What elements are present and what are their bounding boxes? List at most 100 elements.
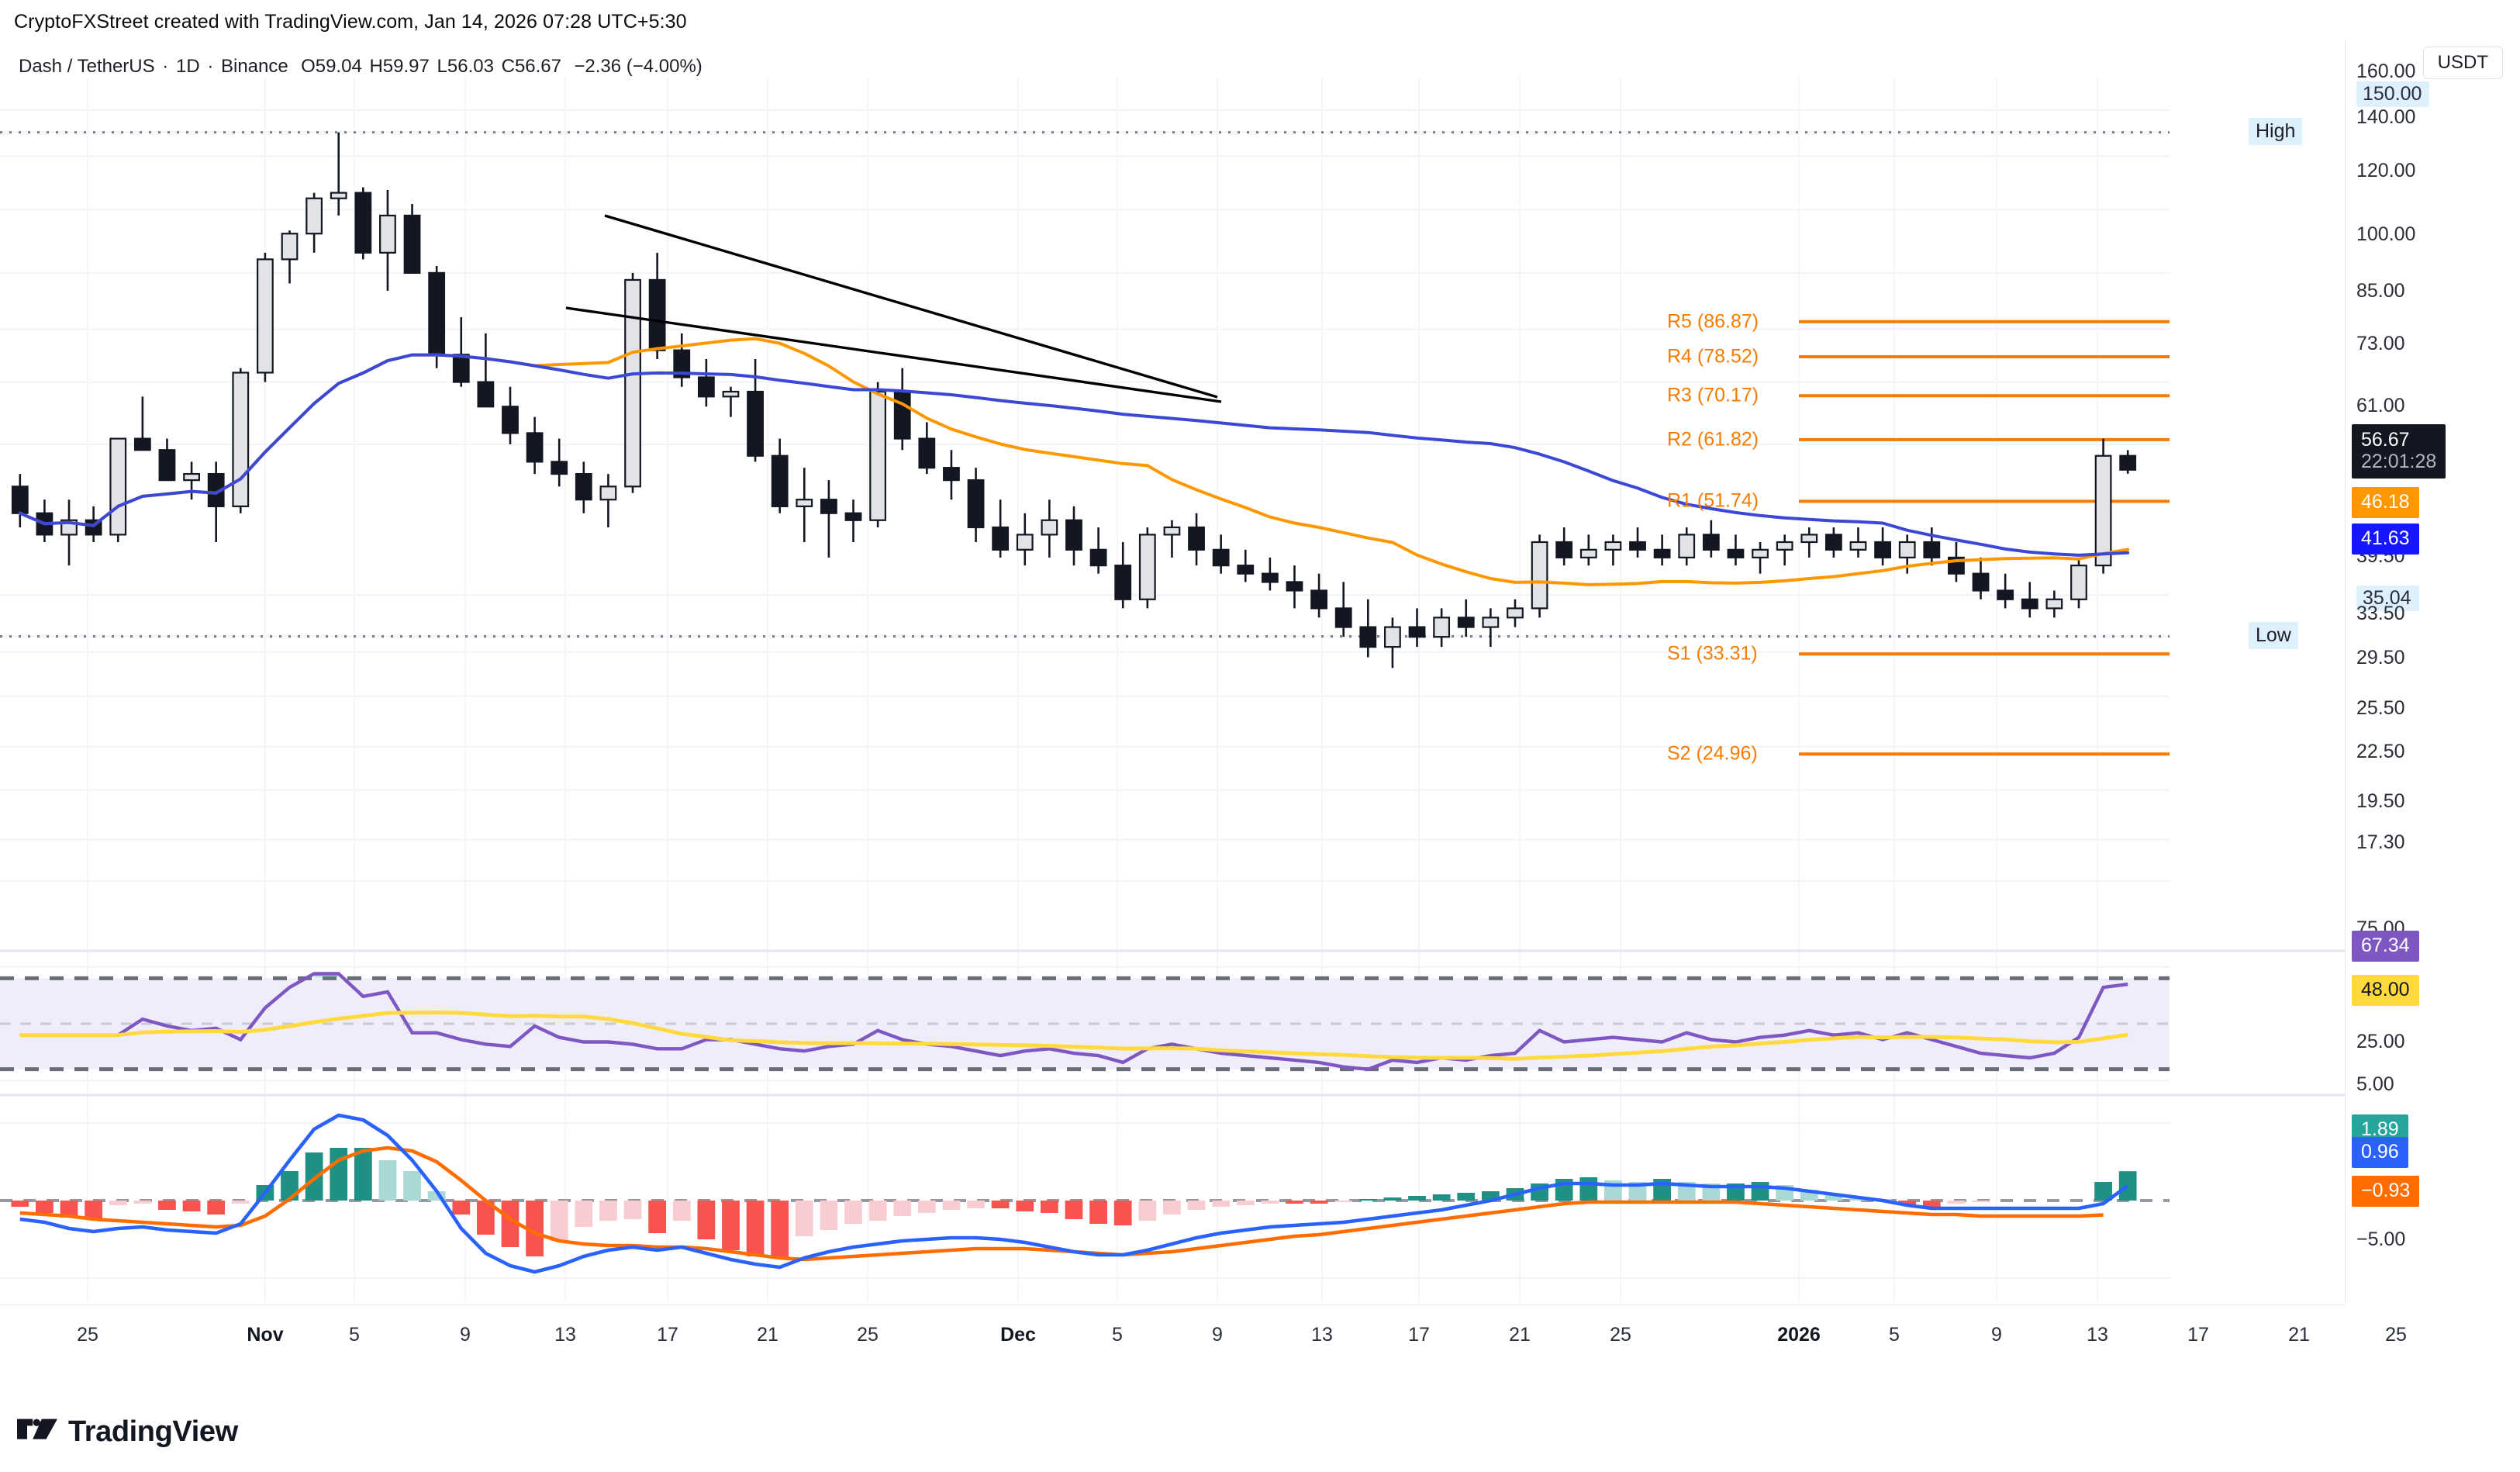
attribution-text: CryptoFXStreet created with TradingView.… [14, 11, 687, 33]
time-axis-tick: 21 [757, 1324, 778, 1346]
price-axis-tick-150-00: 150.00 [2356, 81, 2430, 107]
macd-histogram-bar [771, 1201, 789, 1258]
candle-body [2021, 598, 2038, 610]
candle-body [1972, 572, 1990, 592]
price-axis[interactable]: USDT 160.00 150.00 140.00 120.00 100.00 85.00… [2345, 40, 2520, 1303]
candle [1310, 573, 1327, 618]
candle-body [869, 390, 887, 521]
macd-histogram-bar [378, 1160, 397, 1201]
chart-canvas[interactable] [0, 78, 2345, 1439]
last-price-badge[interactable]: 56.67 22:01:28 [2352, 423, 2446, 479]
candle-body [452, 354, 470, 383]
rsi-ma-value: 48.00 [2361, 978, 2410, 1000]
macd-histogram-bar [1236, 1201, 1255, 1205]
candle [967, 468, 985, 542]
macd-histogram-bar [917, 1201, 936, 1213]
time-axis-tick: 13 [1311, 1324, 1333, 1346]
ma-slow-line [18, 353, 2130, 557]
macd-histogram-bar [1432, 1194, 1451, 1201]
candle-body [551, 461, 568, 475]
exchange-label: Binance [220, 56, 288, 77]
candle [526, 416, 544, 475]
candle-body [1629, 541, 1646, 551]
candle-body [1237, 565, 1255, 575]
price-axis-tick-120-00: 120.00 [2356, 160, 2416, 182]
candle-body [844, 512, 862, 521]
candle [648, 252, 666, 359]
symbol-name[interactable]: Dash / TetherUS [19, 56, 155, 77]
macd-histogram-bar [1187, 1201, 1206, 1210]
candle-body [1800, 534, 1818, 544]
candle [207, 461, 225, 542]
currency-chip[interactable]: USDT [2422, 47, 2503, 79]
macd-histogram-bar [330, 1148, 348, 1201]
rsi-ma-badge[interactable]: 48.00 [2352, 974, 2419, 1006]
candle [1653, 534, 1671, 566]
signal-value-badge[interactable]: −0.93 [2352, 1175, 2420, 1207]
candle-body [1776, 541, 1793, 551]
macd-histogram-bar [967, 1201, 985, 1208]
candle [1678, 527, 1696, 566]
time-axis-tick: 25 [1610, 1324, 1631, 1346]
signal-value: −0.93 [2361, 1179, 2411, 1201]
macd-histogram-bar [526, 1201, 544, 1256]
rsi-value-badge[interactable]: 67.34 [2352, 931, 2419, 962]
interval-label[interactable]: 1D [175, 56, 200, 77]
candle [1579, 534, 1597, 566]
price-axis-tick-29-50: 29.50 [2356, 646, 2405, 669]
macd-histogram-bar [868, 1201, 887, 1221]
ma-fast-badge[interactable]: 46.18 [2352, 487, 2419, 519]
price-axis-tick-19-50: 19.50 [2356, 790, 2405, 812]
candle [1286, 565, 1303, 609]
macd-histogram-bar [746, 1201, 765, 1256]
drawing-falling-wedge-lower[interactable] [565, 306, 1222, 403]
macd-histogram-bar [1751, 1182, 1769, 1201]
candle [820, 480, 837, 558]
price-axis-tick-140-00: 140.00 [2356, 106, 2416, 129]
candle-body [1898, 541, 1916, 558]
candle [1212, 534, 1230, 574]
time-axis-tick: 17 [657, 1324, 678, 1346]
candle [1041, 499, 1058, 558]
candle-body [1089, 548, 1107, 567]
candle [1089, 527, 1107, 574]
pivot-label-r5: R5 (86.87) [1667, 310, 1759, 333]
candle [60, 499, 78, 566]
macd-histogram-bar [403, 1171, 421, 1201]
candle [109, 437, 127, 542]
candle [624, 272, 641, 493]
drawing-falling-wedge-upper[interactable] [604, 214, 1218, 399]
time-axis-tick: 9 [1212, 1324, 1223, 1346]
macd-histogram-bar [672, 1201, 691, 1221]
candle [232, 368, 250, 513]
candle [1629, 527, 1646, 558]
candle-body [1188, 526, 1205, 551]
macd-histogram-bar [1922, 1201, 1941, 1207]
time-axis-tick: 5 [1112, 1324, 1123, 1346]
macd-histogram-bar [1972, 1201, 1990, 1202]
candle [1800, 527, 1818, 558]
candle [722, 386, 740, 417]
macd-value-badge[interactable]: 0.96 [2352, 1136, 2408, 1168]
ma-slow-badge[interactable]: 41.63 [2352, 523, 2419, 555]
candle [599, 474, 617, 527]
macd-histogram-bar [452, 1201, 471, 1215]
macd-histogram-bar [207, 1201, 226, 1215]
ohlc-close: C56.67 [501, 56, 561, 77]
candle-body [1286, 581, 1303, 592]
symbol-info-bar: Dash / TetherUS · 1D · Binance O59.04 H5… [19, 56, 705, 78]
candle [1016, 513, 1034, 566]
candle-body [1433, 617, 1451, 638]
pivot-label-r2: R2 (61.82) [1667, 428, 1759, 451]
macd-histogram-bar [1383, 1197, 1402, 1201]
candle [1163, 520, 1181, 558]
candle [1702, 520, 1720, 558]
time-axis[interactable]: 25 Nov 5 9 13 17 21 25 Dec 5 9 13 17 21 25 2026 5 9 13 17 21… [0, 1304, 2407, 1362]
candle [2094, 438, 2112, 574]
rsi-ma-line [19, 1011, 2128, 1061]
price-axis-tick-17-30: 17.30 [2356, 831, 2405, 854]
candle-body [1163, 526, 1181, 536]
tradingview-mark-icon [17, 1418, 57, 1439]
candle-body [1261, 572, 1279, 583]
